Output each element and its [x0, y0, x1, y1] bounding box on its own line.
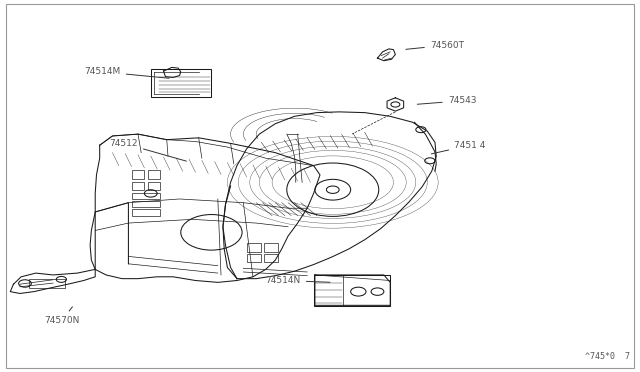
Bar: [151, 69, 211, 97]
Bar: [148, 182, 161, 190]
Text: 74560T: 74560T: [406, 41, 464, 50]
Text: 7451 4: 7451 4: [431, 141, 486, 154]
Text: 74514N: 74514N: [266, 276, 330, 285]
Bar: [148, 170, 161, 179]
Bar: [132, 209, 161, 216]
Bar: [264, 254, 278, 262]
Text: 74543: 74543: [417, 96, 476, 105]
Bar: [132, 182, 145, 190]
Bar: [314, 275, 390, 307]
Bar: [264, 243, 278, 251]
Text: 74570N: 74570N: [44, 307, 79, 325]
Text: 74514M: 74514M: [84, 67, 169, 78]
Bar: [29, 279, 65, 288]
Text: 74512: 74512: [109, 139, 186, 161]
Text: ^745*0  7: ^745*0 7: [585, 352, 630, 361]
Bar: [132, 193, 161, 199]
Bar: [246, 254, 260, 262]
Bar: [132, 201, 161, 208]
Bar: [132, 170, 145, 179]
Bar: [246, 243, 260, 251]
